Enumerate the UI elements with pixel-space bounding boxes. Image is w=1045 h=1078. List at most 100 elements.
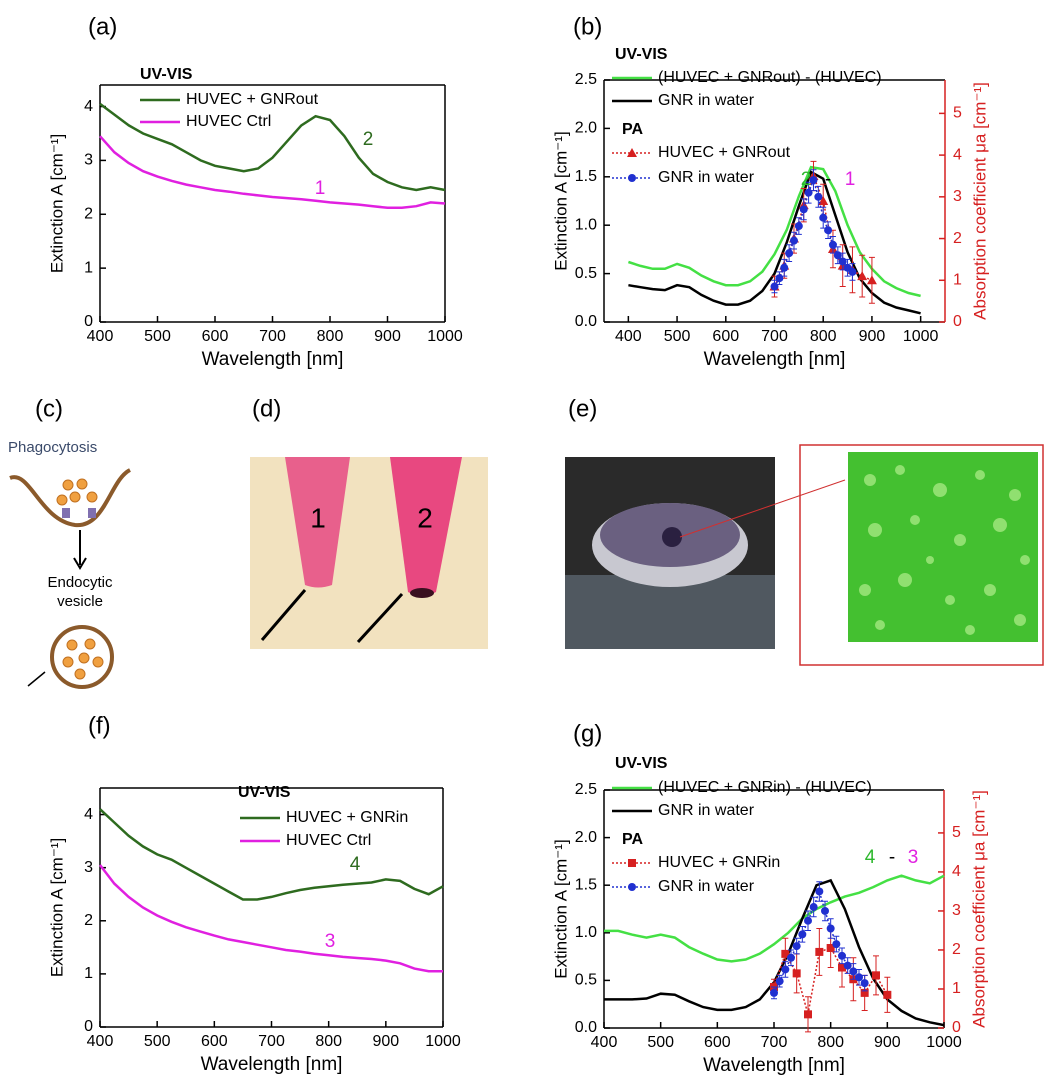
y2-tick-label: 5 <box>952 824 961 841</box>
y2-tick-label: 3 <box>952 902 961 919</box>
x-tick-label: 400 <box>87 328 114 345</box>
x-tick-label: 700 <box>761 1034 788 1051</box>
chart: 400500600700800900100001234Wavelength [n… <box>47 784 460 1075</box>
tube-label: 1 <box>310 502 326 533</box>
annotation: - <box>889 847 895 868</box>
x-tick-label: 800 <box>315 1033 342 1050</box>
diagram-title: Phagocytosis <box>8 439 97 456</box>
panel-label: (b) <box>573 13 602 40</box>
y2-tick-label: 1 <box>952 980 961 997</box>
x-tick-label: 400 <box>87 1033 114 1050</box>
y-tick-label: 1.0 <box>575 216 597 233</box>
chart: 40050060070080090010000.00.51.01.52.02.5… <box>551 755 988 1076</box>
y-tick-label: 0.0 <box>575 313 597 330</box>
y-axis-label: Extinction A [cm⁻¹] <box>551 131 570 270</box>
y-tick-label: 1 <box>84 965 93 982</box>
x-axis-label: Wavelength [nm] <box>703 1055 845 1076</box>
x-tick-label: 1000 <box>427 328 463 345</box>
receptor <box>62 508 70 518</box>
marker <box>776 977 784 985</box>
y2-tick-label: 1 <box>953 271 962 288</box>
x-tick-label: 600 <box>704 1034 731 1051</box>
diagram-caption: vesicle <box>57 593 103 610</box>
legend-label: HUVEC + GNRin <box>658 854 780 871</box>
marker <box>780 264 788 272</box>
y-tick-label: 0.0 <box>575 1019 597 1036</box>
x-axis-label: Wavelength [nm] <box>202 349 344 370</box>
marker <box>790 237 798 245</box>
particles <box>57 479 97 505</box>
y-tick-label: 2.0 <box>575 829 597 846</box>
x-tick-label: 700 <box>761 328 788 345</box>
x-tick-label: 400 <box>591 1034 618 1051</box>
sample <box>662 527 682 547</box>
legend-label: GNR in water <box>658 92 755 109</box>
marker <box>800 205 808 213</box>
marker <box>872 971 880 979</box>
marker <box>793 969 801 977</box>
receptor <box>88 508 96 518</box>
x-tick-label: 900 <box>372 1033 399 1050</box>
y2-axis-label: Absorption coefficient μa [cm⁻¹] <box>970 82 989 320</box>
annotation: 3 <box>908 847 919 868</box>
marker <box>795 222 803 230</box>
tube-photo: 1 2 <box>250 457 488 649</box>
y-tick-label: 1.5 <box>575 168 597 185</box>
y2-tick-label: 0 <box>953 313 962 330</box>
y-tick-label: 2.5 <box>575 71 597 88</box>
x-axis-label: Wavelength [nm] <box>201 1054 343 1075</box>
y2-tick-label: 2 <box>953 230 962 247</box>
y-tick-label: 0 <box>84 313 93 330</box>
chart: 40050060070080090010000.00.51.01.52.02.5… <box>551 46 989 370</box>
marker <box>787 954 795 962</box>
annotation: 2 <box>801 169 812 190</box>
marker <box>839 258 847 266</box>
legend-label: HUVEC Ctrl <box>286 832 371 849</box>
x-tick-label: 1000 <box>903 328 939 345</box>
microscope-photo <box>565 445 1043 665</box>
y-tick-label: 4 <box>84 806 93 823</box>
marker <box>815 887 823 895</box>
legend-label: HUVEC + GNRout <box>658 144 791 161</box>
tube-label: 2 <box>417 502 433 533</box>
legend-title: PA <box>622 831 643 848</box>
legend-title: UV-VIS <box>615 46 668 63</box>
marker <box>844 962 852 970</box>
marker <box>771 283 779 291</box>
x-tick-label: 600 <box>202 328 229 345</box>
arrow <box>28 672 45 686</box>
x-tick-label: 900 <box>859 328 886 345</box>
marker <box>849 967 857 975</box>
legend-title: UV-VIS <box>615 755 668 772</box>
legend-label: GNR in water <box>658 802 755 819</box>
y-tick-label: 0 <box>84 1018 93 1035</box>
legend-label: (HUVEC + GNRin) - (HUVEC) <box>658 779 872 796</box>
x-tick-label: 600 <box>712 328 739 345</box>
y2-tick-label: 4 <box>953 146 962 163</box>
annotation: - <box>825 169 831 190</box>
annotation: 1 <box>315 178 326 199</box>
marker <box>793 942 801 950</box>
y-axis-label: Extinction A [cm⁻¹] <box>551 839 570 978</box>
marker <box>814 193 822 201</box>
x-tick-label: 700 <box>258 1033 285 1050</box>
marker <box>798 930 806 938</box>
diagram-caption: Endocytic <box>47 574 113 591</box>
panel-label: (a) <box>88 13 117 40</box>
x-tick-label: 500 <box>664 328 691 345</box>
x-tick-label: 900 <box>374 328 401 345</box>
series-line <box>100 104 445 190</box>
marker <box>855 973 863 981</box>
marker <box>770 989 778 997</box>
y-tick-label: 3 <box>84 859 93 876</box>
panel-label: (c) <box>35 395 63 422</box>
marker <box>861 979 869 987</box>
annotation: 2 <box>363 129 374 150</box>
marker <box>821 907 829 915</box>
marker <box>804 917 812 925</box>
series-line <box>604 876 944 962</box>
x-tick-label: 1000 <box>926 1034 962 1051</box>
y-tick-label: 2 <box>84 912 93 929</box>
x-axis-label: Wavelength [nm] <box>704 349 846 370</box>
